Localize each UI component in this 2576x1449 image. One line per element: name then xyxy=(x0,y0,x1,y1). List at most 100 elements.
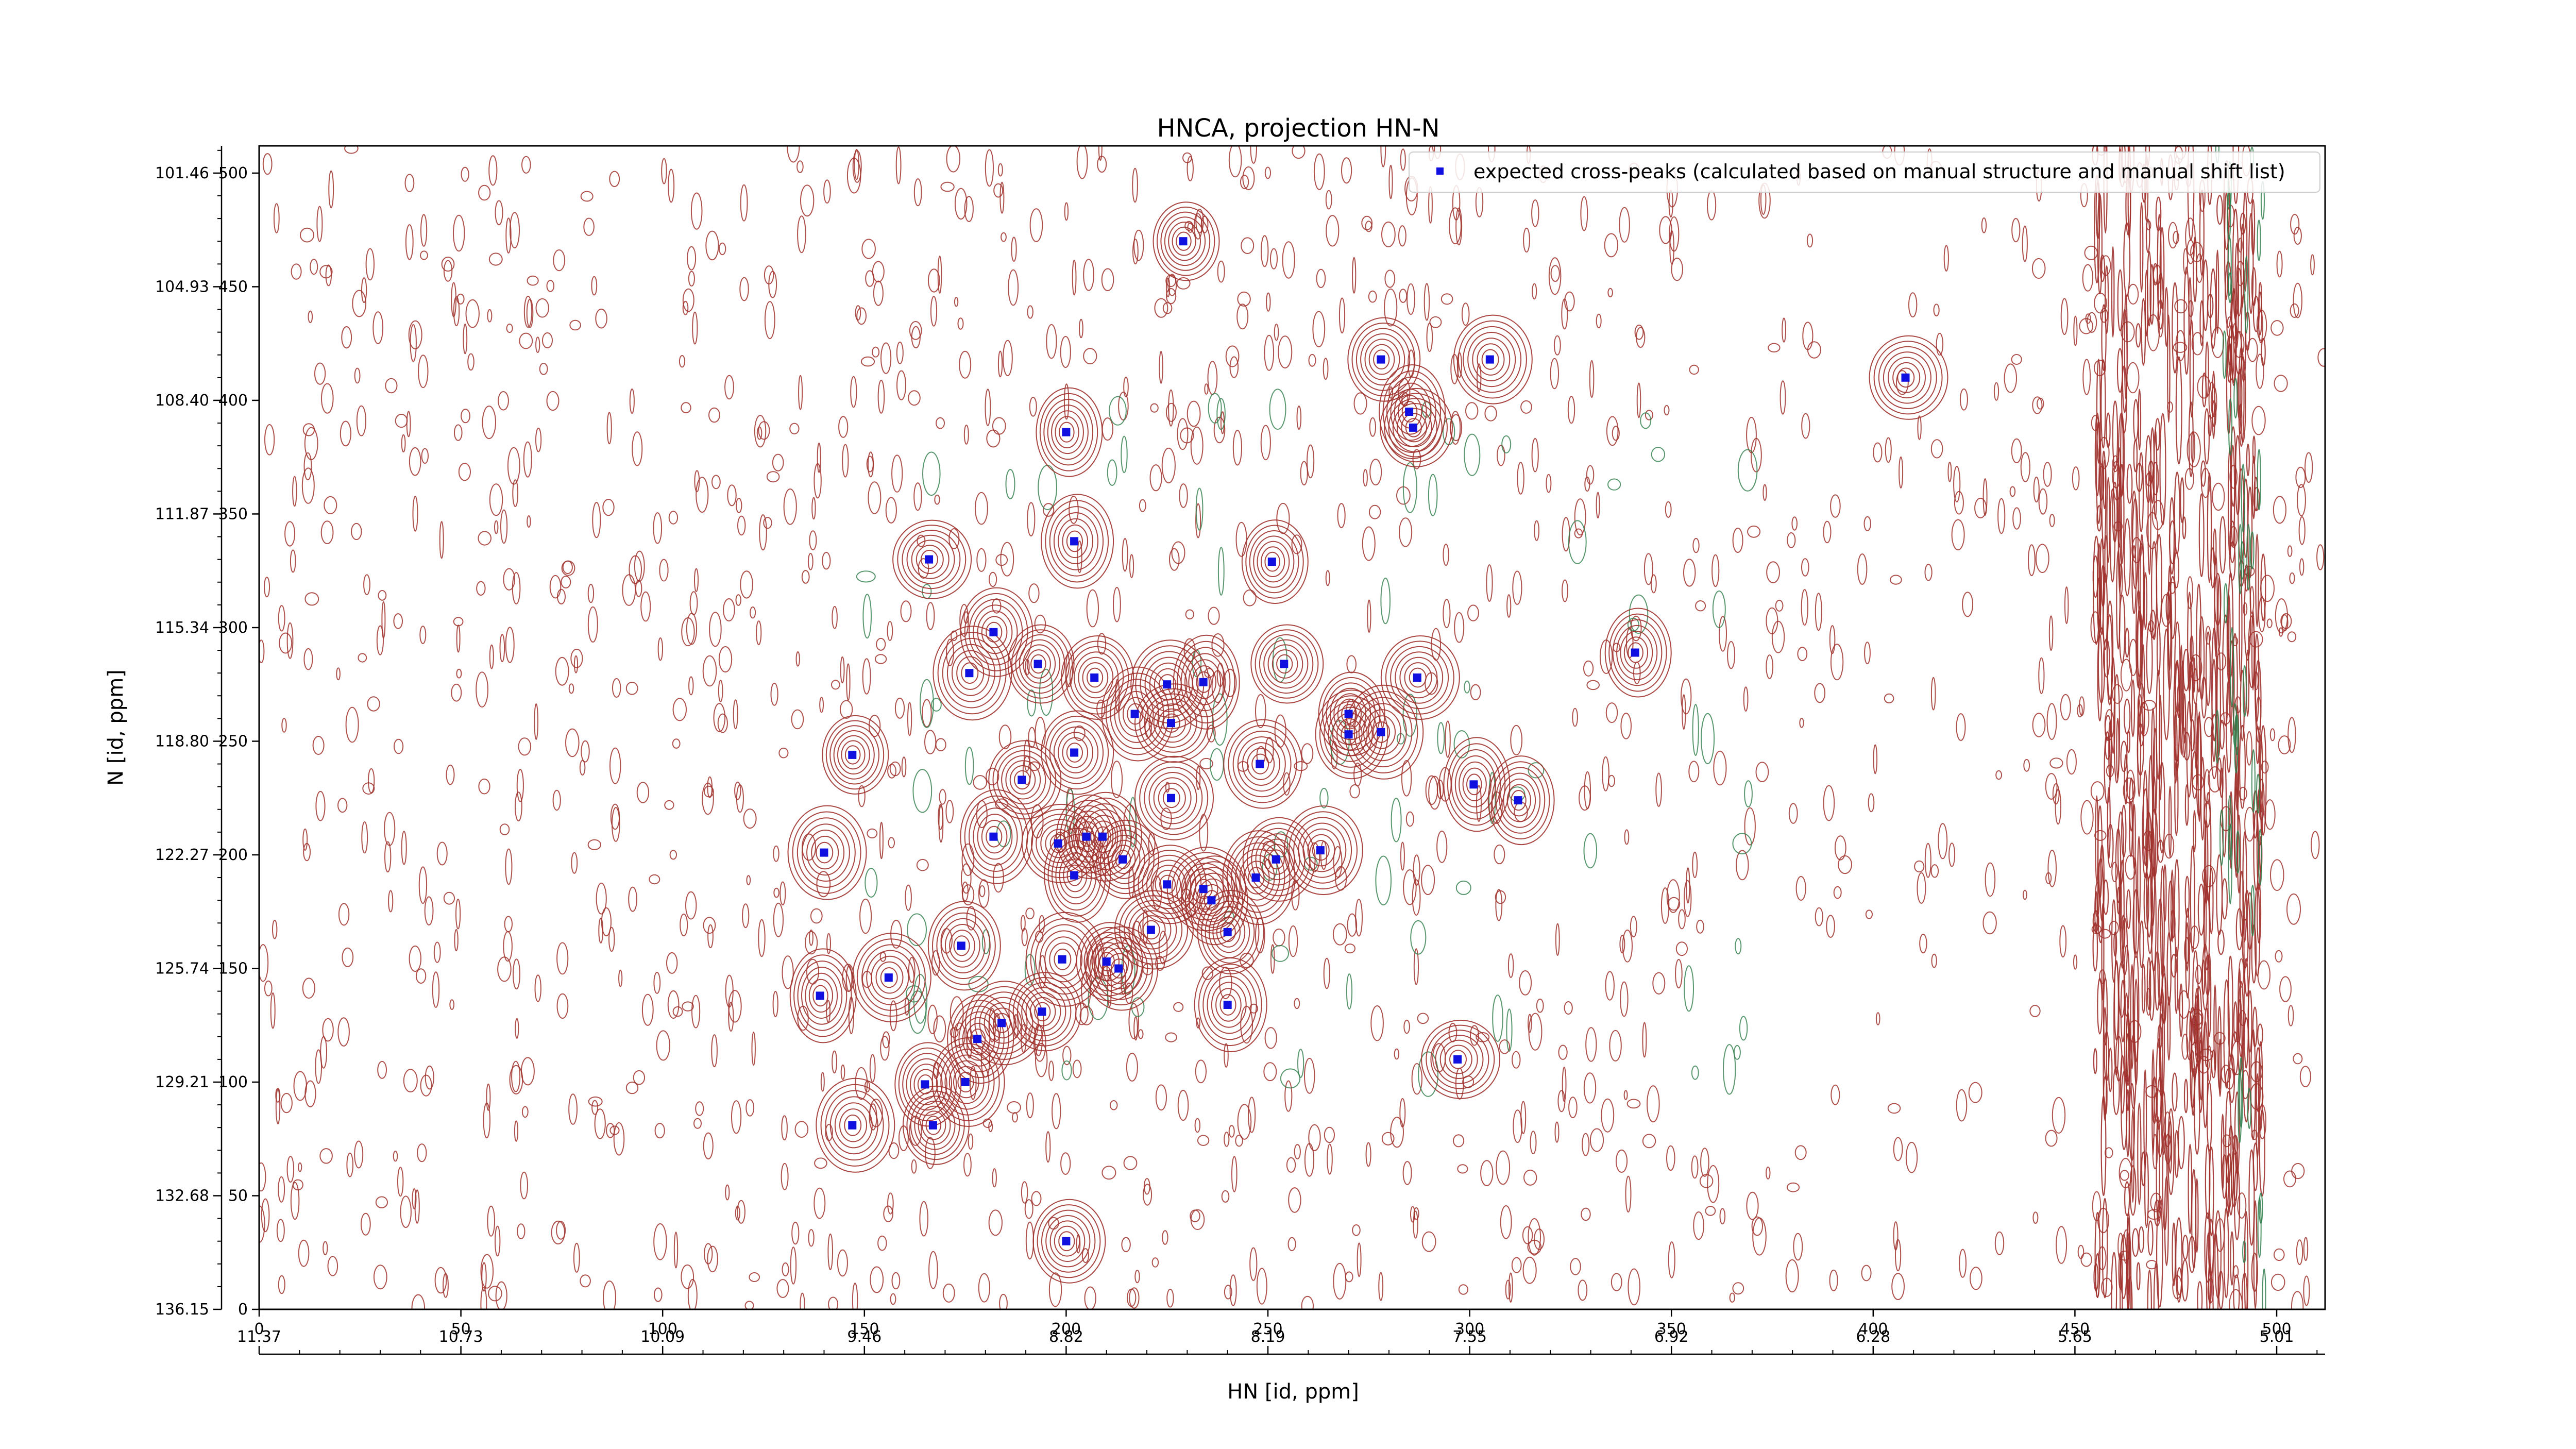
noise-contour xyxy=(2269,728,2276,742)
noise-streak-negative xyxy=(2242,1240,2247,1263)
noise-contour xyxy=(938,805,944,843)
noise-streak xyxy=(2239,724,2246,810)
peak-contour xyxy=(1364,339,1400,380)
noise-contour xyxy=(495,1281,507,1309)
noise-contour xyxy=(640,591,651,622)
noise-contour xyxy=(2060,694,2071,720)
peak-contour xyxy=(833,730,875,780)
noise-contour xyxy=(1111,761,1123,799)
peak-contour-group xyxy=(1487,755,1555,846)
noise-contour xyxy=(1282,241,1295,279)
noise-contour xyxy=(1122,538,1128,572)
noise-contour xyxy=(2073,315,2078,346)
noise-contour xyxy=(709,612,722,647)
noise-contour xyxy=(1159,350,1163,384)
negative-contour xyxy=(1651,447,1666,462)
peak-contour xyxy=(787,805,867,900)
noise-contour xyxy=(478,531,492,546)
noise-streak xyxy=(2223,1207,2229,1299)
peak-contour xyxy=(839,1108,867,1142)
noise-contour xyxy=(449,999,455,1010)
noise-contour xyxy=(1982,478,1988,516)
noise-contour xyxy=(1782,317,1787,343)
noise-contour xyxy=(361,277,367,304)
negative-contour xyxy=(1088,977,1109,1020)
noise-contour xyxy=(487,1205,496,1237)
peak-contour xyxy=(1451,749,1501,820)
negative-contour xyxy=(1583,833,1598,869)
noise-contour xyxy=(1327,1143,1333,1175)
noise-contour xyxy=(361,821,368,854)
noise-contour xyxy=(400,1195,412,1228)
peak-contour xyxy=(1869,335,1948,420)
peak-contour xyxy=(1047,834,1106,917)
peak-contour xyxy=(1397,408,1432,448)
noise-contour xyxy=(1283,772,1291,796)
peak-contour xyxy=(1259,634,1314,694)
noise-contour xyxy=(1166,288,1177,305)
noise-streak xyxy=(2217,757,2222,791)
legend: expected cross-peaks (calculated based o… xyxy=(1409,151,2320,193)
noise-contour xyxy=(1620,981,1629,1017)
noise-streak xyxy=(2256,726,2260,764)
noise-contour xyxy=(1154,298,1168,318)
noise-contour xyxy=(302,978,316,999)
noise-contour xyxy=(304,592,319,606)
noise-streak xyxy=(2169,497,2175,575)
peak-contour xyxy=(1384,393,1448,463)
peak-contour xyxy=(1030,918,1099,1001)
peak-contour xyxy=(1098,942,1143,995)
noise-contour xyxy=(2032,396,2043,414)
noise-contour xyxy=(1029,397,1037,417)
noise-streak xyxy=(2133,439,2138,473)
noise-contour xyxy=(1705,1206,1716,1216)
peak-contour xyxy=(1444,1044,1472,1074)
noise-streak xyxy=(2139,920,2144,968)
noise-contour xyxy=(1517,462,1524,495)
noise-contour xyxy=(1341,157,1352,184)
noise-contour xyxy=(261,1198,270,1233)
noise-contour xyxy=(568,1093,578,1125)
noise-contour xyxy=(1381,1132,1395,1145)
noise-contour xyxy=(1316,268,1326,289)
noise-contour xyxy=(1162,1230,1168,1245)
noise-contour xyxy=(773,902,784,937)
peak-contour-group xyxy=(1061,635,1134,720)
peak-contour xyxy=(1247,748,1275,780)
noise-contour xyxy=(1333,846,1343,878)
noise-contour xyxy=(1681,678,1692,715)
noise-streak xyxy=(2213,984,2217,1072)
noise-contour xyxy=(1428,776,1442,810)
noise-contour xyxy=(866,456,874,473)
noise-streak xyxy=(2098,463,2105,501)
noise-contour xyxy=(520,1057,535,1086)
noise-streak xyxy=(2129,800,2133,857)
noise-contour xyxy=(1187,400,1201,427)
noise-contour xyxy=(737,1200,745,1224)
peak-contour xyxy=(1139,688,1209,758)
peak-contour xyxy=(1059,852,1092,899)
noise-contour xyxy=(2299,1066,2311,1087)
noise-contour xyxy=(1793,1233,1803,1261)
noise-contour xyxy=(286,1156,295,1183)
peak-contour xyxy=(1138,915,1166,945)
noise-contour xyxy=(868,715,881,737)
noise-streak xyxy=(2137,606,2142,692)
peak-contour xyxy=(837,735,870,775)
noise-contour xyxy=(1970,1267,1982,1290)
noise-streak xyxy=(2152,462,2159,496)
noise-contour xyxy=(942,1283,955,1303)
noise-contour xyxy=(2066,749,2077,775)
peak-contour xyxy=(1453,314,1533,405)
y-index-tick-label: 50 xyxy=(228,1187,248,1205)
cross-peak-marker xyxy=(1054,839,1062,848)
noise-streak xyxy=(2149,610,2156,638)
peak-contour xyxy=(1426,1024,1495,1094)
noise-contour xyxy=(1461,302,1470,326)
negative-contour xyxy=(1488,772,1496,824)
noise-contour xyxy=(2029,1005,2041,1017)
noise-contour xyxy=(1390,1117,1404,1148)
noise-contour xyxy=(672,738,681,749)
peak-contour xyxy=(1242,742,1280,786)
noise-contour xyxy=(300,227,314,243)
